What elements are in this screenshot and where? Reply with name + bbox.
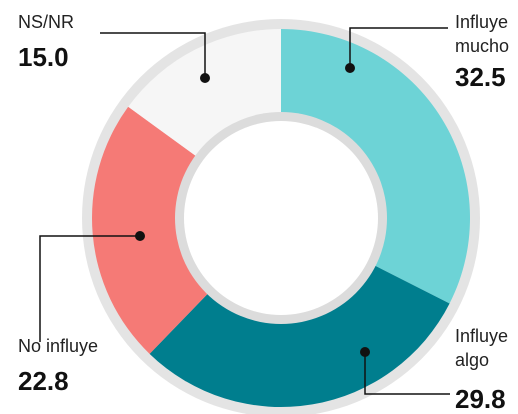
category-label: Influye mucho	[455, 12, 513, 56]
category-label: Influye algo	[455, 326, 513, 370]
slice	[92, 106, 209, 354]
value-label: 15.0	[18, 42, 69, 72]
hole	[184, 121, 378, 315]
leader-line	[100, 32, 206, 78]
leader-line	[364, 352, 450, 395]
label-line: Influye	[455, 12, 513, 32]
slice	[149, 265, 450, 407]
leader-dot	[135, 231, 145, 241]
slice	[281, 29, 470, 304]
category-label: NS/NR	[18, 12, 74, 32]
leader-dot	[200, 73, 210, 83]
label-line: Influye	[455, 326, 513, 346]
slice	[128, 29, 281, 157]
value-label: 32.5	[455, 62, 506, 92]
value-label: 29.8	[455, 384, 506, 414]
leader-line	[349, 27, 448, 68]
labels: Influye mucho 32.5 Influye algo 29.8 No infl…	[18, 12, 513, 414]
leader-dot	[345, 63, 355, 73]
leader-dot	[360, 347, 370, 357]
label-line: mucho	[455, 36, 509, 56]
category-label: No influye	[18, 336, 98, 356]
label-line: algo	[455, 350, 489, 370]
value-label: 22.8	[18, 366, 69, 396]
leader-line	[39, 235, 140, 342]
slices	[92, 29, 470, 407]
